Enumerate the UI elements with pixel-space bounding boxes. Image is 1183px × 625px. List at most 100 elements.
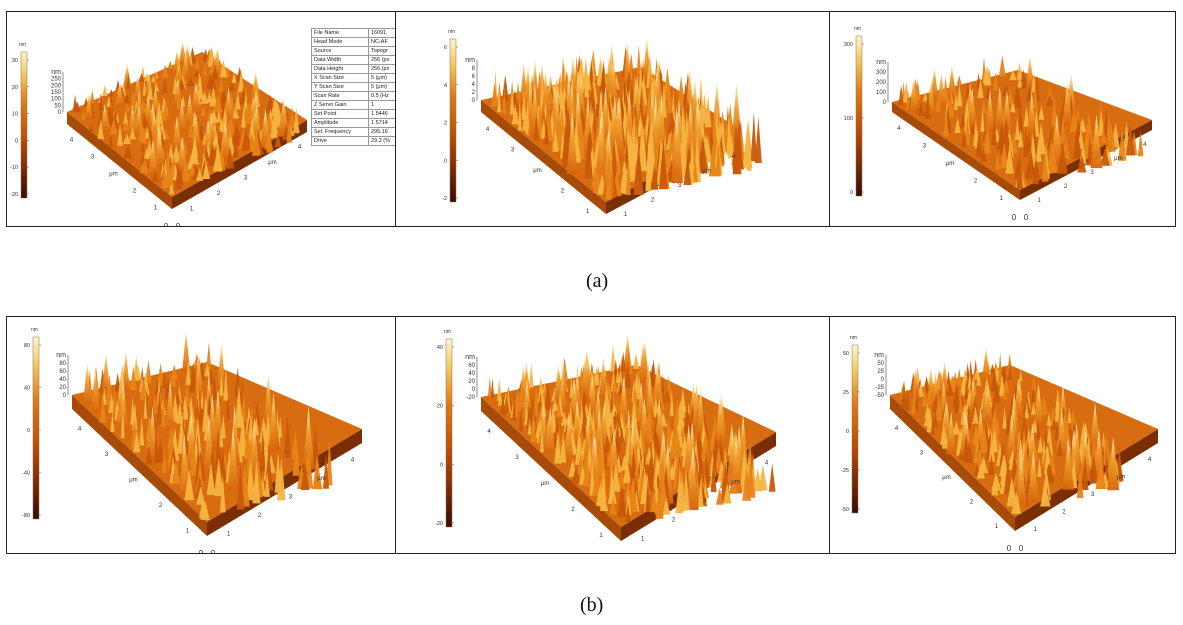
surface-peak xyxy=(88,123,94,132)
left-axis-label: μm xyxy=(533,168,541,174)
surface-peak xyxy=(952,420,961,435)
surface-peak xyxy=(954,116,961,133)
surface-peak xyxy=(509,91,515,115)
surface-peak xyxy=(228,81,236,92)
surface-peak xyxy=(218,78,224,92)
surface-peak xyxy=(129,366,137,391)
parameter-name: X Scan Size xyxy=(311,73,369,83)
surface-peak xyxy=(311,426,320,469)
color-scale-bar xyxy=(855,35,863,197)
surface-peak xyxy=(165,379,175,431)
color-scale-label: 0 xyxy=(850,190,853,196)
surface-peak xyxy=(664,388,671,402)
surface-peak xyxy=(1107,436,1120,491)
surface-peak xyxy=(196,455,204,491)
surface-peak xyxy=(120,408,125,439)
left-axis-label: 4 xyxy=(70,138,74,144)
surface-peak xyxy=(552,127,559,152)
surface-peak xyxy=(505,398,510,414)
surface-peak xyxy=(512,393,517,421)
surface-peak xyxy=(1046,462,1055,483)
surface-peak xyxy=(219,371,224,396)
origin-label: 0 xyxy=(211,549,216,553)
color-scale-label: 40 xyxy=(24,386,30,392)
surface-peak xyxy=(615,367,620,383)
right-axis-label: 3 xyxy=(1091,492,1095,498)
right-axis-label: μm xyxy=(731,480,739,486)
surface-peak xyxy=(998,55,1006,77)
color-scale-label: 0 xyxy=(444,158,447,164)
surface-peak xyxy=(915,387,919,411)
surface-peak xyxy=(692,159,698,183)
surface-peak xyxy=(1051,94,1057,126)
surface-front-left-wall xyxy=(481,100,606,214)
color-scale-label: 0 xyxy=(846,429,849,435)
surface-peak xyxy=(490,83,499,107)
surface-peak xyxy=(1005,143,1014,174)
surface-peak xyxy=(90,367,100,413)
surface-peak xyxy=(560,431,567,463)
z-axis-label: 4 xyxy=(472,82,476,88)
surface-peak xyxy=(110,411,115,432)
surface-peak xyxy=(977,79,984,98)
surface-peak xyxy=(625,502,631,523)
surface-peak xyxy=(248,418,260,482)
surface-peak xyxy=(594,366,600,386)
surface-peak xyxy=(1019,413,1029,441)
surface-peak xyxy=(1032,155,1039,185)
surface-peak xyxy=(530,83,540,138)
surface-peak xyxy=(121,349,131,393)
surface-peak xyxy=(182,330,191,372)
surface-peak xyxy=(985,89,995,132)
surface-peak xyxy=(1031,401,1036,415)
surface-peak xyxy=(618,470,626,490)
surface-peak xyxy=(650,358,657,388)
surface-peak xyxy=(102,84,108,96)
surface-peak xyxy=(217,343,226,390)
surface-peak xyxy=(115,81,125,108)
surface-peak xyxy=(649,490,658,513)
z-axis-label: 150 xyxy=(51,90,62,96)
parameter-row: Source Topogr xyxy=(311,46,395,56)
left-axis-label: 2 xyxy=(159,503,163,509)
surface-peak xyxy=(619,425,625,443)
left-axis-label: μm xyxy=(942,475,950,481)
surface-peak xyxy=(981,346,991,380)
surface-peak xyxy=(200,500,210,520)
origin-label: 0 xyxy=(199,549,204,553)
surface-peak xyxy=(154,102,164,124)
surface-peak xyxy=(100,103,110,132)
surface-peaks xyxy=(898,54,1144,189)
color-scale-label: -40 xyxy=(22,471,30,477)
parameter-row: Data Width 256 (px xyxy=(311,55,395,65)
surface-peak xyxy=(1026,423,1038,472)
parameter-value: 295.16 xyxy=(368,127,395,137)
surface-peak xyxy=(187,76,195,87)
surface-peak xyxy=(973,440,979,463)
surface-peak xyxy=(231,72,237,83)
surface-peak xyxy=(645,150,651,192)
surface-peak xyxy=(1006,353,1013,375)
left-axis-label: 1 xyxy=(599,533,603,539)
surface-peak xyxy=(516,81,520,100)
surface-peak xyxy=(556,400,562,417)
surface-peak xyxy=(534,112,539,141)
surface-peak xyxy=(138,73,145,82)
left-axis-label: 1 xyxy=(586,209,590,215)
surface-peak xyxy=(129,126,136,140)
surface-peak xyxy=(232,141,239,158)
surface-peak xyxy=(1015,92,1023,109)
surface-peak xyxy=(490,377,495,398)
left-axis-label: 4 xyxy=(895,426,899,432)
surface-peak xyxy=(312,469,323,490)
surface-peak xyxy=(252,460,261,504)
surface-peak xyxy=(606,151,612,200)
surface-peak xyxy=(1059,116,1066,145)
surface-peak xyxy=(141,115,149,129)
color-scale-unit: nm xyxy=(854,26,861,32)
surface-peak xyxy=(203,362,211,377)
surface-peak xyxy=(126,72,131,90)
